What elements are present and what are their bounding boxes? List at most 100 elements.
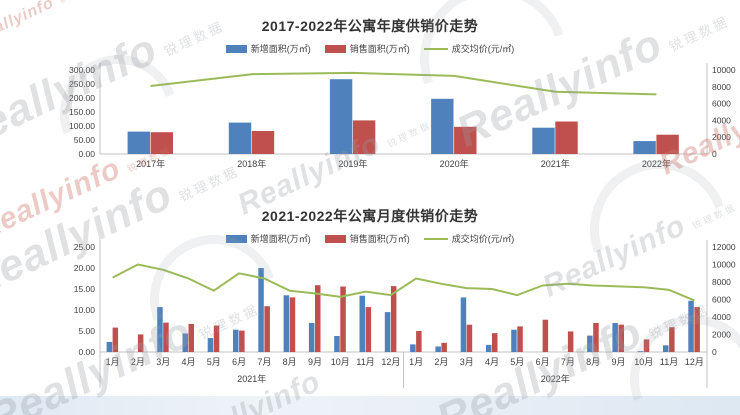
bar-new-area (359, 295, 365, 352)
right-axis-tick: 12000 (712, 242, 736, 252)
bar-new-area (460, 297, 467, 352)
bar-new-area (258, 268, 264, 352)
category-label: 2018年 (237, 158, 266, 169)
bar-new-area (182, 333, 188, 352)
legend-swatch-new-area (225, 234, 247, 243)
bar-sold-area (390, 286, 397, 352)
watermark-subtext: 锐理数据 (60, 0, 90, 5)
bar-sold-area (112, 327, 119, 352)
left-axis-tick: 250.00 (69, 79, 95, 89)
right-axis-tick: 10000 (712, 65, 736, 75)
bar-new-area (663, 345, 669, 352)
bar-new-area (127, 131, 150, 154)
category-label: 8月 (586, 357, 600, 367)
category-label: 4月 (485, 357, 499, 367)
left-axis-tick: 300.00 (69, 65, 95, 75)
category-label: 7月 (561, 357, 575, 367)
category-label: 6月 (232, 357, 246, 367)
bar-new-area (511, 329, 517, 352)
left-axis-tick: 50.00 (74, 135, 96, 145)
right-axis-tick: 6000 (712, 295, 731, 305)
legend-label: 成交均价(元/㎡) (451, 44, 515, 54)
bar-sold-area (188, 323, 194, 352)
left-axis-tick: 0.00 (78, 347, 95, 357)
bar-new-area (688, 300, 694, 352)
bar-new-area (532, 127, 555, 154)
category-label: 2月 (131, 357, 145, 367)
bar-sold-area (643, 339, 650, 352)
category-label: 7月 (257, 357, 271, 367)
category-label: 10月 (331, 357, 350, 367)
left-axis-tick: 100.00 (69, 121, 95, 131)
left-axis-tick: 150.00 (69, 107, 95, 117)
bar-sold-area (264, 306, 270, 352)
bar-new-area (633, 141, 656, 154)
legend-swatch-avg-price (423, 47, 448, 50)
category-label: 4月 (182, 357, 196, 367)
bar-new-area (283, 295, 290, 352)
left-axis-tick: 0.00 (78, 149, 95, 159)
monthly-chart-canvas: 0.00 5.00 10.00 15.00 20.00 25.00 0 2000 4000 600… (74, 240, 736, 388)
legend-item-avg-price: 成交均价(元/㎡) (423, 232, 515, 245)
bar-sold-area (454, 126, 477, 154)
category-label: 1月 (106, 357, 120, 367)
bar-sold-area (213, 325, 220, 352)
right-axis-tick: 0 (712, 149, 717, 159)
left-axis-tick: 10.00 (74, 305, 96, 315)
category-label: 2019年 (338, 158, 367, 169)
footer-band (0, 396, 740, 415)
bar-sold-area (466, 324, 473, 352)
left-axis-tick: 25.00 (74, 242, 96, 252)
annual-chart-legend: 新增面积(万㎡) 销售面积(万㎡) 成交均价(元/㎡) (0, 42, 740, 55)
legend-item-avg-price: 成交均价(元/㎡) (423, 42, 515, 55)
bar-sold-area (315, 285, 321, 352)
bar-new-area (384, 312, 391, 352)
bar-sold-area (340, 286, 346, 352)
bar-sold-area (441, 342, 447, 352)
monthly-chart-title: 2021-2022年公寓月度供销价走势 (261, 208, 479, 224)
bar-new-area (486, 344, 492, 352)
bar-sold-area (352, 120, 376, 154)
bar-new-area (207, 338, 214, 352)
right-axis-tick: 6000 (712, 99, 731, 109)
category-label: 2021年 (541, 158, 570, 169)
category-label: 11月 (660, 357, 678, 367)
category-label: 12月 (381, 357, 400, 367)
category-label: 2020年 (440, 158, 469, 169)
bar-new-area (228, 122, 252, 154)
legend-label: 销售面积(万㎡) (349, 234, 410, 244)
bar-new-area (435, 346, 441, 352)
bar-sold-area (517, 326, 523, 352)
price-line (112, 263, 695, 302)
monthly-chart-legend: 新增面积(万㎡) 销售面积(万㎡) 成交均价(元/㎡) (0, 232, 740, 245)
right-axis-tick: 4000 (712, 312, 731, 322)
left-axis-tick: 20.00 (74, 263, 96, 273)
bar-new-area (637, 351, 644, 352)
bar-sold-area (365, 307, 372, 352)
legend-item-sold-area: 销售面积(万㎡) (324, 232, 410, 245)
bar-sold-area (567, 331, 574, 352)
group-label: 2022年 (541, 373, 570, 384)
category-label: 10月 (634, 357, 653, 367)
left-axis-tick: 5.00 (78, 326, 95, 336)
bar-sold-area (150, 132, 173, 154)
legend-label: 成交均价(元/㎡) (451, 234, 515, 244)
legend-label: 销售面积(万㎡) (349, 44, 410, 54)
right-axis-tick: 2000 (712, 330, 731, 340)
category-label: 9月 (611, 357, 625, 367)
bar-sold-area (239, 330, 245, 352)
category-label: 11月 (356, 357, 374, 367)
bar-sold-area (137, 334, 144, 352)
legend-item-new-area: 新增面积(万㎡) (225, 42, 311, 55)
left-axis-tick: 15.00 (74, 284, 96, 294)
bar-new-area (233, 329, 239, 352)
category-label: 9月 (308, 357, 322, 367)
legend-item-sold-area: 销售面积(万㎡) (324, 42, 410, 55)
bar-new-area (410, 344, 416, 352)
price-line (150, 71, 657, 96)
category-label: 5月 (207, 357, 221, 367)
bar-sold-area (416, 331, 422, 352)
legend-label: 新增面积(万㎡) (250, 234, 311, 244)
category-label: 2017年 (136, 158, 165, 169)
